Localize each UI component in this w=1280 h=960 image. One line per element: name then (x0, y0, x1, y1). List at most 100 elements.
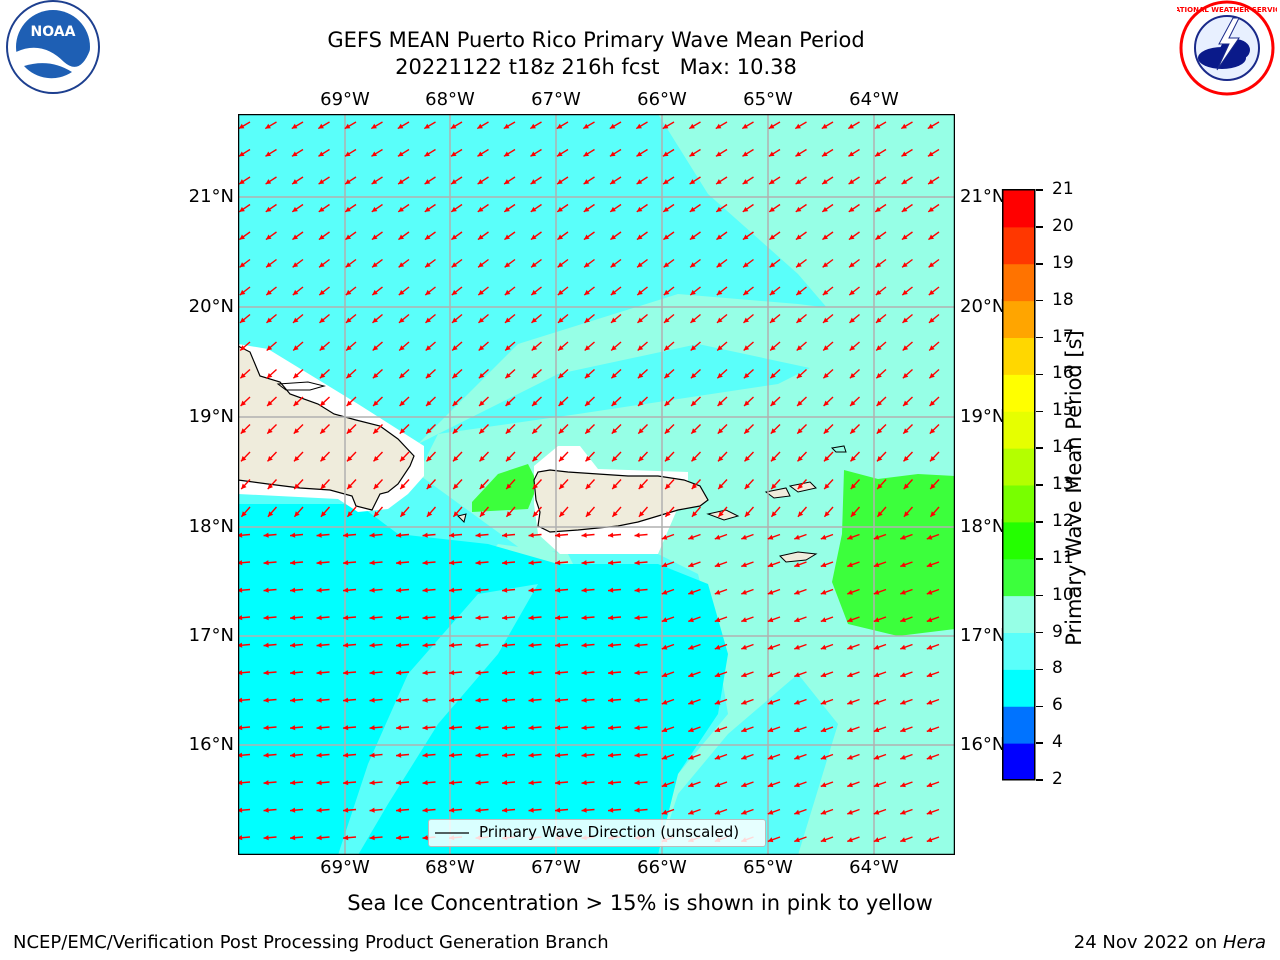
wave-arrow-head (822, 289, 829, 296)
colorbar-tick-label: 12 (1052, 510, 1074, 531)
wave-arrow-head (608, 670, 614, 676)
wave-arrow-head (399, 428, 406, 434)
wave-arrow-head (396, 780, 402, 786)
wave-arrow-head (343, 697, 349, 703)
wave-arrow-head (873, 727, 880, 733)
colorbar-tick-mark (1036, 373, 1043, 376)
wave-arrow-head (822, 262, 829, 268)
wave-arrow-head (796, 345, 803, 351)
wave-arrow-head (926, 644, 933, 650)
wave-arrow-head (422, 807, 428, 813)
wave-arrow-head (555, 670, 561, 676)
wave-arrow-head (850, 400, 856, 406)
wave-arrow-head (661, 672, 668, 678)
wave-arrow-head (238, 725, 243, 731)
wave-arrow-head (876, 345, 882, 351)
wave-arrow-head (634, 642, 640, 648)
wave-arrow-head (400, 483, 406, 490)
wave-arrow-head (608, 697, 614, 703)
wave-arrow-head (823, 345, 829, 351)
wave-arrow-head (369, 587, 375, 593)
wave-arrow-head (873, 699, 880, 705)
wave-arrow-head (581, 560, 587, 566)
wave-arrow-head (502, 780, 508, 786)
wave-arrow-head (664, 455, 671, 462)
colorbar-tick-label: 19 (1052, 252, 1074, 273)
wave-arrow-head (876, 400, 882, 406)
wave-arrow-head (716, 206, 722, 212)
lat-left-label: 17°N (188, 625, 234, 646)
wave-arrow-head (316, 642, 322, 648)
period-10-11-zone (472, 464, 538, 512)
wave-arrow-head (290, 725, 296, 731)
wave-arrow-head (319, 372, 326, 379)
wave-arrow-head (634, 752, 640, 758)
colorbar-tick-mark (1036, 299, 1043, 302)
wave-arrow-head (873, 837, 880, 843)
wave-arrow-head (267, 455, 273, 462)
wave-arrow-head (608, 780, 614, 786)
wave-arrow-head (293, 455, 300, 462)
wave-arrow-head (902, 372, 909, 379)
lon-top-label: 65°W (743, 89, 793, 110)
wave-arrow-head (425, 345, 432, 351)
wave-arrow-head (770, 400, 776, 406)
wave-arrow-head (769, 206, 775, 212)
wave-arrow-head (505, 400, 511, 406)
wave-arrow-head (794, 617, 800, 623)
wave-arrow-head (688, 534, 694, 540)
wave-arrow-head (343, 615, 349, 621)
wave-arrow-head (238, 642, 243, 648)
wave-arrow-head (451, 234, 458, 240)
wave-arrow-head (396, 725, 402, 731)
wave-arrow-head (634, 560, 640, 566)
wave-arrow-head (610, 179, 616, 185)
wave-arrow-head (532, 455, 538, 462)
wave-arrow-head (767, 534, 774, 540)
colorbar-tick-label: 6 (1052, 695, 1063, 716)
wave-arrow-head (584, 345, 591, 351)
wave-arrow-head (744, 511, 751, 517)
wave-arrow-head (714, 809, 721, 815)
wave-arrow-head (929, 400, 935, 406)
svg-text:NATIONAL WEATHER SERVICE: NATIONAL WEATHER SERVICE (1177, 6, 1277, 14)
wave-arrow-head (346, 345, 352, 351)
lat-left-label: 20°N (188, 296, 234, 317)
wave-arrow-head (903, 400, 909, 406)
wave-arrow-head (555, 780, 561, 786)
wave-arrow-head (823, 372, 829, 379)
wave-arrow-head (422, 670, 428, 676)
wave-arrow-head (744, 455, 750, 462)
wave-arrow-head (372, 317, 378, 323)
colorbar-tick-mark (1036, 336, 1043, 339)
wave-arrow-head (824, 511, 830, 517)
wave-arrow-head (475, 697, 481, 703)
wave-arrow-head (717, 428, 724, 434)
wave-arrow-head (690, 372, 697, 379)
wave-arrow-head (399, 372, 405, 379)
wave-arrow-head (475, 642, 481, 648)
wave-arrow-head (347, 483, 353, 490)
wave-arrow-head (716, 179, 722, 185)
wave-arrow-head (663, 317, 670, 323)
wave-arrow-head (608, 642, 614, 648)
wave-arrow-head (900, 837, 906, 843)
wave-arrow-head (291, 151, 298, 157)
wave-arrow-head (797, 400, 803, 406)
wave-arrow-head (238, 835, 243, 841)
wave-arrow-head (292, 206, 298, 212)
wave-arrow-head (873, 809, 880, 815)
wave-arrow-head (426, 400, 432, 406)
wave-arrow-head (926, 562, 933, 568)
wave-arrow-head (422, 587, 428, 593)
wave-arrow-head (742, 123, 748, 129)
wave-arrow-head (320, 483, 326, 490)
colorbar-tick-mark (1036, 484, 1043, 486)
lat-right-label: 21°N (960, 186, 1006, 207)
wave-arrow-head (850, 483, 856, 490)
wave-arrow-head (741, 534, 747, 540)
wave-arrow-head (770, 372, 776, 379)
wave-arrow-head (478, 345, 485, 351)
wave-arrow-head (557, 262, 564, 268)
wave-arrow-head (634, 670, 640, 676)
